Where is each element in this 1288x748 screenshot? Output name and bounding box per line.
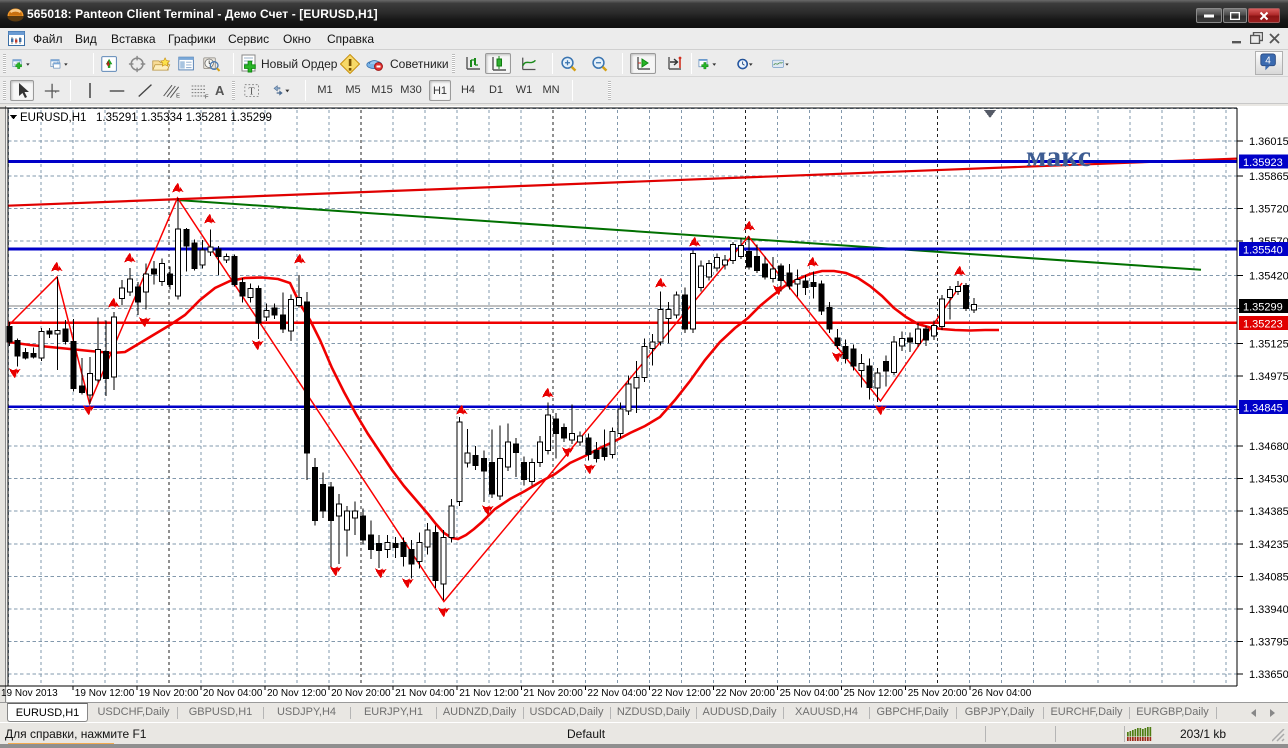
svg-text:E: E <box>176 94 180 100</box>
svg-text:1.35223: 1.35223 <box>1243 318 1283 330</box>
svg-text:20 Nov 12:00: 20 Nov 12:00 <box>267 688 327 699</box>
svg-text:19 Nov 20:00: 19 Nov 20:00 <box>139 688 199 699</box>
svg-text:1.34530: 1.34530 <box>1249 474 1288 486</box>
svg-text:1.35720: 1.35720 <box>1249 204 1288 216</box>
svg-text:1.33795: 1.33795 <box>1249 637 1288 649</box>
svg-text:19 Nov 2013: 19 Nov 2013 <box>1 688 58 699</box>
svg-text:1.35299: 1.35299 <box>1243 302 1283 314</box>
svg-text:1.35923: 1.35923 <box>1243 157 1283 169</box>
svg-text:25 Nov 20:00: 25 Nov 20:00 <box>908 688 968 699</box>
svg-text:25 Nov 04:00: 25 Nov 04:00 <box>780 688 840 699</box>
svg-text:22 Nov 12:00: 22 Nov 12:00 <box>651 688 711 699</box>
svg-text:22 Nov 20:00: 22 Nov 20:00 <box>716 688 776 699</box>
svg-text:26 Nov 04:00: 26 Nov 04:00 <box>972 688 1032 699</box>
svg-text:F: F <box>205 95 209 101</box>
svg-text:4: 4 <box>1265 55 1271 66</box>
svg-text:19 Nov 12:00: 19 Nov 12:00 <box>75 688 135 699</box>
svg-text:1.33650: 1.33650 <box>1249 669 1288 681</box>
svg-text:1.34845: 1.34845 <box>1243 402 1283 414</box>
svg-text:1.35540: 1.35540 <box>1243 245 1283 257</box>
svg-text:1.35865: 1.35865 <box>1249 171 1288 183</box>
svg-text:1.34385: 1.34385 <box>1249 506 1288 518</box>
svg-text:EURUSD,H1 1.35291 1.35334 1.: EURUSD,H1 1.35291 1.35334 1.35281 1.3529… <box>20 112 272 124</box>
svg-text:1.34235: 1.34235 <box>1249 539 1288 551</box>
svg-text:20 Nov 04:00: 20 Nov 04:00 <box>203 688 263 699</box>
svg-text:21 Nov 04:00: 21 Nov 04:00 <box>395 688 455 699</box>
svg-text:21 Nov 12:00: 21 Nov 12:00 <box>459 688 519 699</box>
svg-text:1.34680: 1.34680 <box>1249 441 1288 453</box>
svg-text:21 Nov 20:00: 21 Nov 20:00 <box>523 688 583 699</box>
svg-text:22 Nov 04:00: 22 Nov 04:00 <box>587 688 647 699</box>
svg-text:1.35420: 1.35420 <box>1249 271 1288 283</box>
svg-text:1.33940: 1.33940 <box>1249 604 1288 616</box>
svg-text:1.35125: 1.35125 <box>1249 339 1288 351</box>
svg-text:T: T <box>248 87 254 98</box>
svg-text:1.36015: 1.36015 <box>1249 136 1288 148</box>
svg-text:1.34975: 1.34975 <box>1249 371 1288 383</box>
svg-text:20 Nov 20:00: 20 Nov 20:00 <box>331 688 391 699</box>
svg-text:1.34085: 1.34085 <box>1249 571 1288 583</box>
svg-text:макс: макс <box>1026 140 1091 173</box>
svg-text:25 Nov 12:00: 25 Nov 12:00 <box>844 688 904 699</box>
